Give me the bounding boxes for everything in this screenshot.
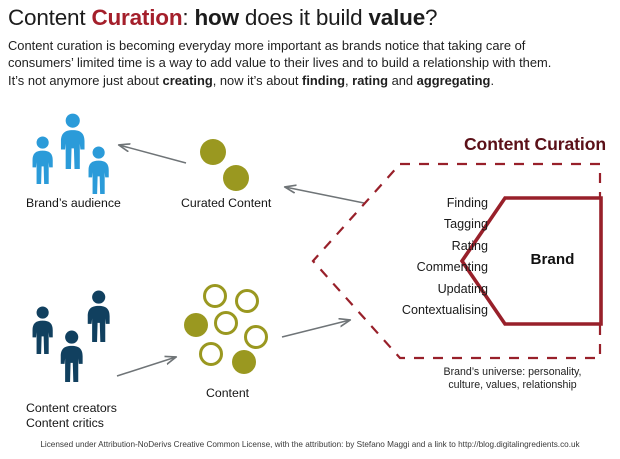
content-curation-heading: Content Curation xyxy=(463,134,606,154)
intro-line3-c: , now it’s about xyxy=(212,72,303,88)
title-segment-value: value xyxy=(368,5,426,30)
intro-keyword-creating: creating xyxy=(162,72,213,88)
curation-step-updating: Updating xyxy=(437,281,488,296)
title-segment-curation: Curation xyxy=(91,5,183,30)
intro-line-2: consumers’ limited time is a way to add … xyxy=(8,55,552,71)
universe-note-line-1: Brand’s universe: personality, xyxy=(443,366,582,378)
brand-universe-note: Brand’s universe: personality, culture, … xyxy=(420,366,605,393)
label-curated-content: Curated Content xyxy=(181,196,272,210)
curation-step-finding: Finding xyxy=(446,196,488,210)
audience-person-icon xyxy=(88,146,109,194)
intro-line3-i: . xyxy=(490,72,495,88)
arrow-curation-to-curated xyxy=(285,187,365,204)
arrow-creators-to-content xyxy=(116,357,176,377)
intro-line-1: Content curation is becoming everyday mo… xyxy=(8,38,526,53)
intro-line3-a: It’s not anymore just about xyxy=(8,72,163,88)
content-dot xyxy=(214,311,238,335)
audience-person-icon xyxy=(60,113,85,169)
content-dot xyxy=(203,284,227,308)
label-creators-line-1: Content creators xyxy=(26,401,117,415)
license-footer: Licensed under Attribution-NoDerivs Crea… xyxy=(40,440,580,449)
title-segment-does-it-build: does it build xyxy=(238,5,369,30)
curated-content-dot xyxy=(223,165,249,191)
curation-step-rating: Rating xyxy=(451,238,488,253)
title-segment-how: how xyxy=(194,5,239,30)
intro-line3-e: , xyxy=(345,72,353,88)
brand-label: Brand xyxy=(530,251,575,268)
content-dot xyxy=(199,342,223,366)
creator-person-icon xyxy=(87,290,110,342)
curation-step-contextualising: Contextualising xyxy=(401,303,488,318)
title-segment-colon: : xyxy=(182,5,195,30)
intro-line-3: It’s not anymore just about creating, no… xyxy=(8,72,610,89)
universe-note-line-2: culture, values, relationship xyxy=(448,379,577,392)
intro-keyword-rating: rating xyxy=(352,72,388,88)
page-title: Content Curation: how does it build valu… xyxy=(8,4,608,32)
curation-step-commenting: Commenting xyxy=(416,260,488,275)
intro-paragraph: Content curation is becoming everyday mo… xyxy=(8,37,610,89)
intro-keyword-finding: finding xyxy=(302,72,345,88)
content-dot xyxy=(244,325,268,349)
curation-steps-list: Finding Tagging Rating Commenting Updating Co… xyxy=(355,193,488,321)
label-content-creators: Content creators Content critics xyxy=(26,401,117,431)
arrow-curated-to-audience xyxy=(119,145,187,164)
creator-person-icon xyxy=(60,330,83,382)
title-segment-content: Content xyxy=(8,5,92,30)
label-creators-line-2: Content critics xyxy=(26,416,104,430)
curation-step-tagging: Tagging xyxy=(443,217,488,232)
label-brands-audience: Brand’s audience xyxy=(26,196,121,210)
intro-keyword-aggregating: aggregating xyxy=(416,72,491,88)
intro-line3-g: and xyxy=(387,72,417,88)
content-dot xyxy=(232,350,256,374)
creator-person-icon xyxy=(32,306,53,354)
title-segment-question: ? xyxy=(425,5,438,30)
content-dot xyxy=(235,289,259,313)
label-content: Content xyxy=(206,386,250,400)
arrow-content-to-curation xyxy=(281,320,350,338)
audience-person-icon xyxy=(32,136,53,184)
curated-content-dot xyxy=(200,139,226,165)
content-dot xyxy=(184,313,208,337)
